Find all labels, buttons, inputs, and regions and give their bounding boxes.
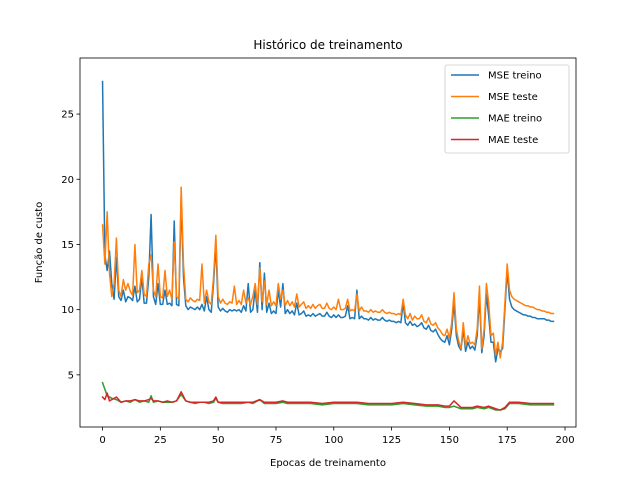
x-tick-label: 150 (440, 435, 459, 446)
x-tick-label: 200 (555, 435, 574, 446)
legend-box (444, 64, 570, 154)
x-tick-label: 100 (324, 435, 343, 446)
series-layer (101, 80, 555, 411)
x-tick-label: 125 (382, 435, 401, 446)
x-axis-label: Epocas de treinamento (270, 458, 386, 469)
x-tick-label: 50 (212, 435, 225, 446)
y-axis: 5 10 15 20 25 (61, 110, 80, 381)
y-tick-label: 15 (61, 240, 74, 251)
y-tick-label: 20 (61, 175, 74, 186)
legend-label-mse-treino: MSE treino (488, 71, 542, 82)
series-line-mae-teste (101, 391, 555, 411)
x-tick-label: 175 (498, 435, 517, 446)
plot-frame (79, 57, 577, 428)
legend-items: MSE treino MSE teste MAE treino MAE teste (451, 71, 542, 146)
series-line-mse-teste (101, 186, 555, 359)
x-axis: 0 25 50 75 100 125 150 175 200 (99, 427, 575, 446)
legend-label-mse-teste: MSE teste (488, 92, 538, 103)
legend-label-mae-treino: MAE treino (488, 114, 542, 125)
x-tick-label: 0 (99, 435, 105, 446)
y-tick-label: 5 (68, 370, 74, 381)
legend: MSE treino MSE teste MAE treino MAE teste (444, 64, 570, 154)
y-tick-label: 25 (61, 110, 74, 121)
y-tick-label: 10 (61, 305, 74, 316)
x-tick-label: 75 (270, 435, 283, 446)
y-axis-label: Função de custo (34, 202, 45, 284)
chart-title: Histórico de treinamento (253, 38, 402, 52)
legend-label-mae-teste: MAE teste (488, 135, 538, 146)
x-tick-label: 25 (154, 435, 167, 446)
